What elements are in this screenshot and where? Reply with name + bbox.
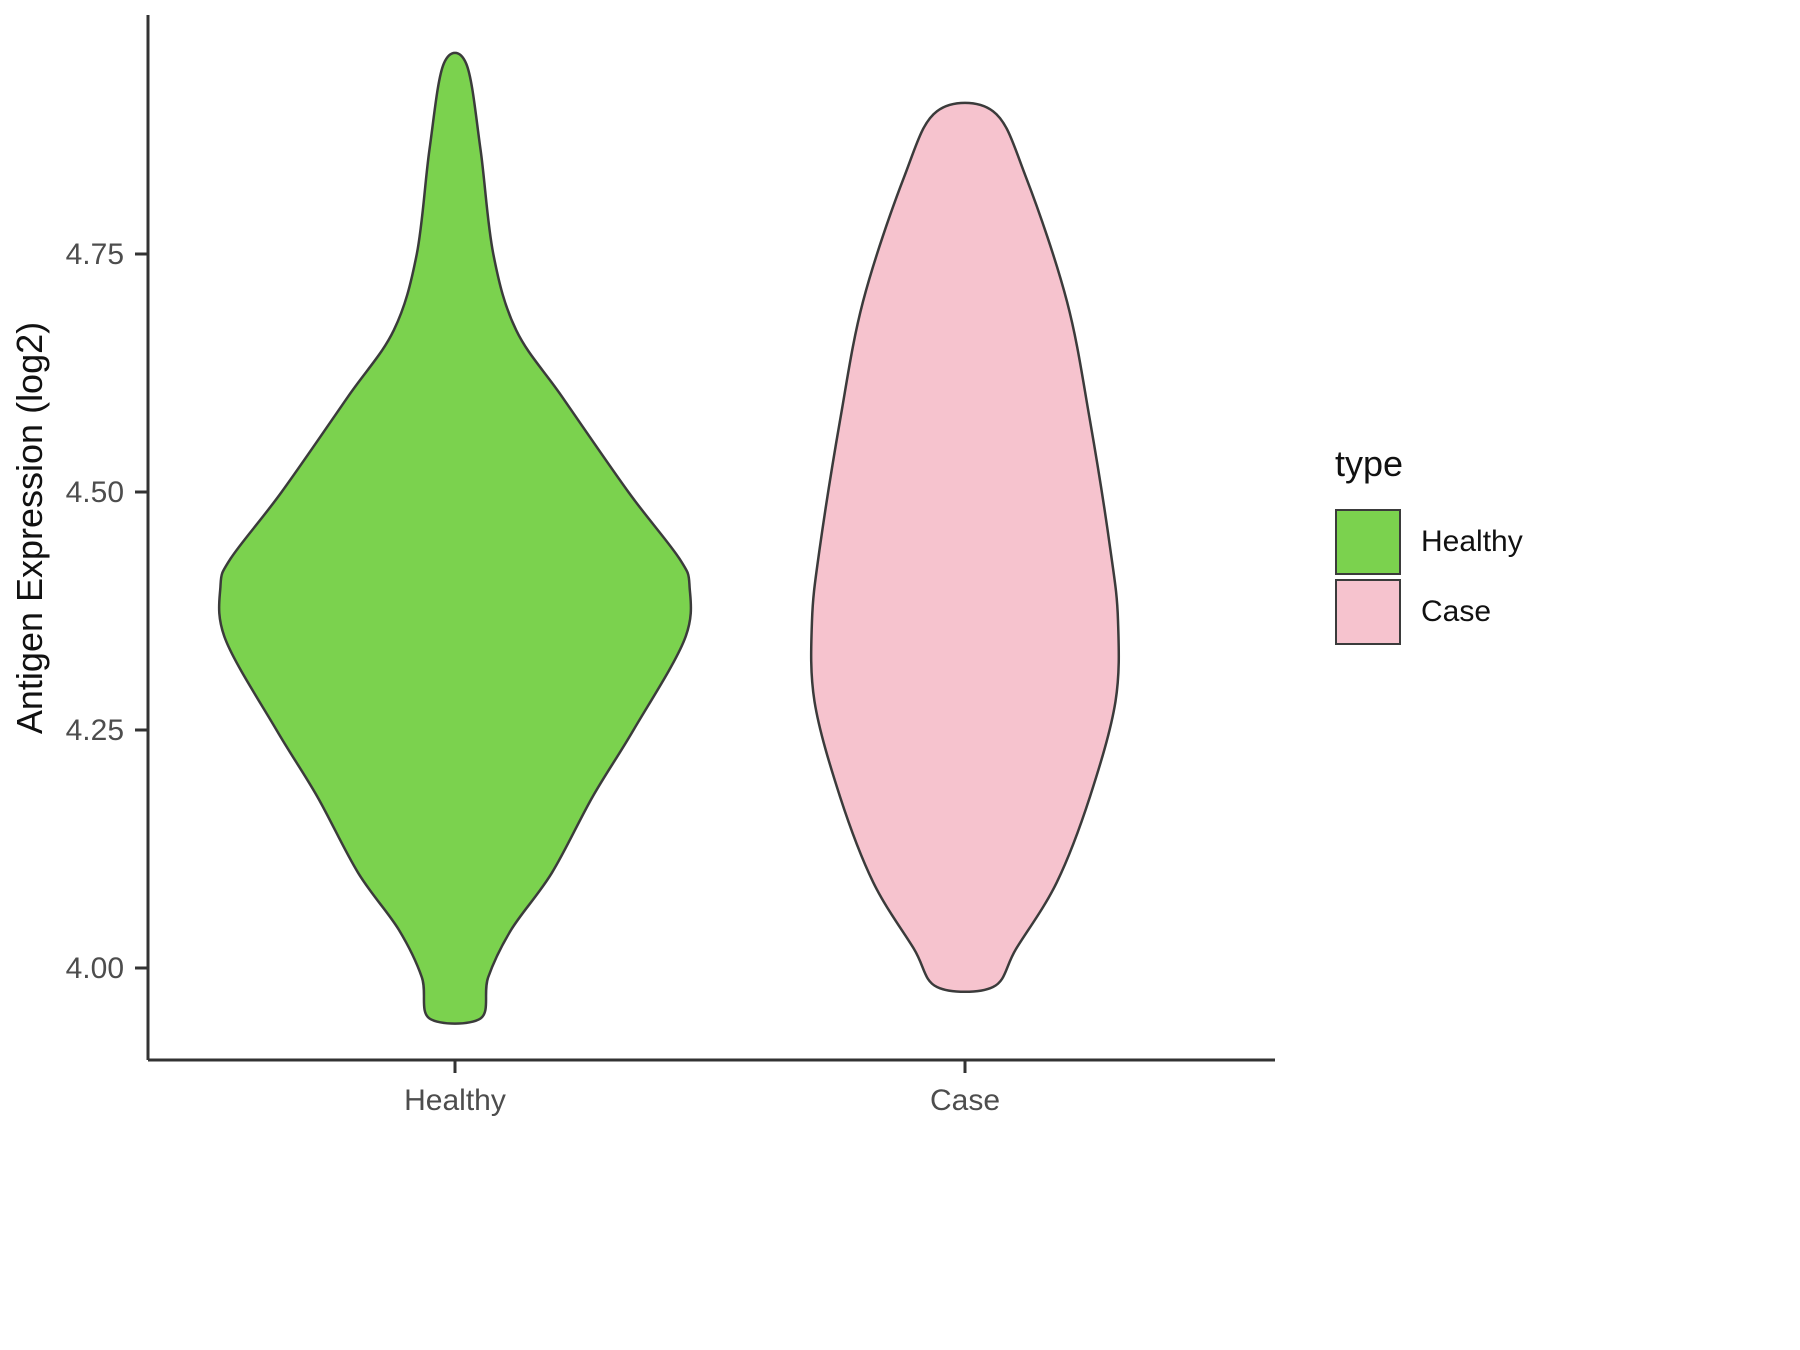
legend-title: type xyxy=(1335,443,1404,484)
y-tick-label: 4.00 xyxy=(66,952,124,985)
legend-entry-case: Case xyxy=(1335,577,1523,647)
legend-label: Case xyxy=(1421,595,1492,628)
legend: type Healthy Case xyxy=(1335,443,1523,647)
x-tick-label: Healthy xyxy=(404,1084,506,1117)
y-tick-label: 4.75 xyxy=(66,238,124,271)
legend-entries: Healthy Case xyxy=(1335,507,1523,647)
y-tick-label: 4.50 xyxy=(66,476,124,509)
legend-entry-healthy: Healthy xyxy=(1335,507,1523,577)
y-tick-label: 4.25 xyxy=(66,714,124,747)
x-tick-label: Case xyxy=(930,1084,1000,1117)
legend-swatch-healthy xyxy=(1335,509,1401,575)
legend-swatch-case xyxy=(1335,579,1401,645)
violin-healthy xyxy=(217,51,693,1025)
violin-case xyxy=(809,101,1121,994)
y-axis-title: Antigen Expression (log2) xyxy=(9,322,50,734)
plot-layer: 4.00 4.25 4.50 4.75 Healthy Case xyxy=(66,15,1275,1117)
legend-label: Healthy xyxy=(1421,525,1523,558)
